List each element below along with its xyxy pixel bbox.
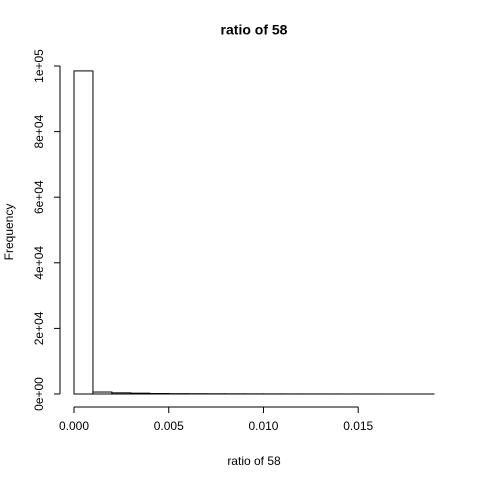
bar	[130, 392, 151, 395]
y-axis-label: Frequency	[2, 204, 16, 261]
y-tick-label: 1e+05	[32, 49, 46, 83]
bar	[92, 391, 113, 395]
y-tick-label: 0e+00	[32, 377, 46, 411]
y-tick-label: 6e+04	[32, 180, 46, 214]
y-tick-label: 2e+04	[32, 311, 46, 345]
bar	[111, 392, 132, 395]
x-axis-label: ratio of 58	[227, 454, 281, 468]
chart-title: ratio of 58	[221, 22, 288, 38]
x-tick-label: 0.010	[248, 419, 278, 433]
y-tick-label: 8e+04	[32, 114, 46, 148]
y-tick-label: 4e+04	[32, 246, 46, 280]
x-tick-label: 0.005	[154, 419, 184, 433]
bar	[73, 70, 94, 395]
x-tick-label: 0.000	[59, 419, 89, 433]
x-tick-label: 0.015	[343, 419, 373, 433]
